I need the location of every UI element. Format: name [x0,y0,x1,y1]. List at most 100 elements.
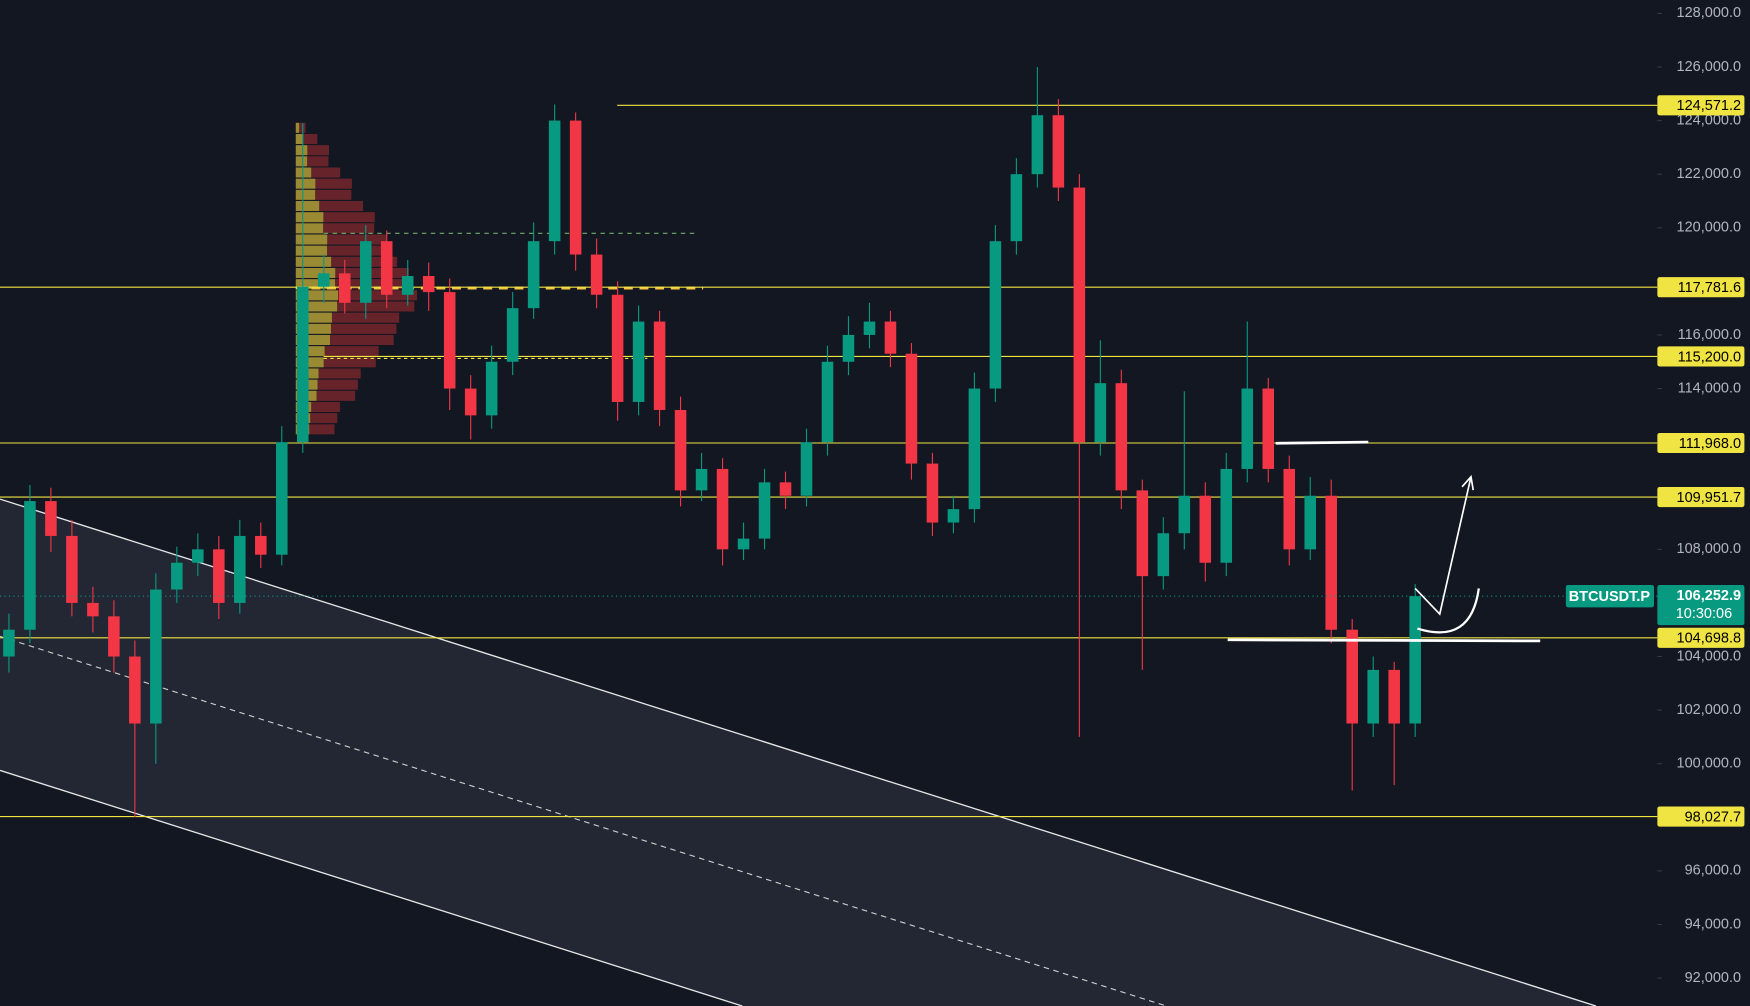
channel-mid [0,635,1167,1006]
candle-body [1157,533,1170,577]
y-tick-label: 92,000.0 [1685,970,1741,986]
candle-body [1073,187,1086,443]
drawn-resistance [1275,440,1369,445]
candle-body [234,535,246,603]
level-label: 117,781.6 [1678,280,1741,296]
candles [0,66,1658,818]
candle-body [569,120,582,255]
candle-body [947,509,960,523]
candle-body [171,562,183,590]
candle-body [485,361,498,416]
level-label: 104,698.8 [1677,631,1742,647]
candle-body [590,254,603,295]
candle-body [338,273,351,303]
y-tick-label: 124,000.0 [1677,112,1742,128]
profile-row-down [335,267,409,279]
candle-body [1094,383,1107,443]
drawn-arrow [1414,474,1475,616]
profile-row-up [295,167,312,178]
candle-body [255,535,267,555]
profile-row-down [323,212,375,223]
profile-row-up [295,245,328,256]
profile-row-up [295,122,300,133]
profile-row-up [295,189,316,200]
level-label: 115,200.0 [1678,349,1741,365]
y-tick-label: 104,000.0 [1677,648,1742,664]
y-tick-label: 108,000.0 [1677,541,1742,557]
y-tick-label: 96,000.0 [1685,863,1741,879]
level-label: 98,027.7 [1685,809,1741,825]
candle-body [800,442,813,496]
candle-body [45,501,57,536]
candle-body [108,616,120,657]
candle-body [632,321,645,402]
candle-body [276,442,288,555]
profile-row-down [318,368,361,379]
candle-body [1115,383,1128,491]
y-tick-label: 116,000.0 [1678,327,1741,343]
drawn-support [1227,638,1541,643]
profile-row-down [327,234,386,245]
profile-row-up [295,178,316,189]
candle-body [821,361,834,443]
candle-body [87,602,99,617]
y-tick-label: 120,000.0 [1677,220,1742,236]
countdown-label: 10:30:06 [1676,606,1732,622]
candle-body [1052,115,1065,188]
candle-body [653,321,666,410]
profile-row-down [324,346,379,357]
profile-row-up [295,312,332,323]
candle-body [1409,596,1421,724]
candle-body [779,482,792,496]
level-label: 111,968.0 [1679,436,1741,452]
last-price-box [1657,584,1745,626]
candle-body [716,468,729,550]
candle-body [1304,495,1317,550]
profile-row-up [295,145,308,156]
candle-body [548,120,561,242]
profile-row-down [323,223,375,234]
candle-body [1010,174,1023,242]
price-axis-labels: 92,000.0 94,000.0 96,000.0 100,000.0 102,000… [1565,5,1745,986]
candle-body [1388,669,1400,724]
candle-body [506,308,519,362]
level-label-box [1657,277,1745,298]
drawn-curve [1417,588,1480,634]
candle-body [989,241,1002,389]
profile-row-up [295,323,331,334]
profile-row-down [337,301,415,312]
candle-body [758,482,771,539]
candle-body [422,276,435,293]
candle-body [842,334,855,362]
candle-body [359,241,372,303]
profile-row-down [310,413,338,424]
y-tick-label: 114,000.0 [1678,380,1741,396]
profile-row-up [295,156,308,167]
profile-row-up [295,290,339,301]
level-label-box [1657,432,1745,454]
candle-body [905,353,918,464]
candle-body [401,276,414,295]
candle-body [317,273,330,287]
profile-row-up [295,267,336,279]
candle-body [1031,115,1044,175]
candle-body [1178,495,1191,534]
level-label: 124,571.2 [1677,98,1742,114]
y-tick-label: 100,000.0 [1677,756,1742,772]
candle-body [863,321,876,335]
candle-body [674,409,687,491]
profile-row-down [330,323,397,334]
profile-row-up [295,256,332,267]
candle-body [464,388,477,416]
profile-row-down [319,200,364,212]
level-label-box [1657,95,1745,116]
level-label: 109,951.7 [1677,490,1742,506]
candle-body [926,463,939,523]
profile-row-up [295,279,336,290]
candle-body [213,549,225,603]
profile-row-up [295,223,324,234]
level-label-box [1657,486,1745,508]
candle-body [129,656,141,724]
level-label-box [1657,806,1745,827]
